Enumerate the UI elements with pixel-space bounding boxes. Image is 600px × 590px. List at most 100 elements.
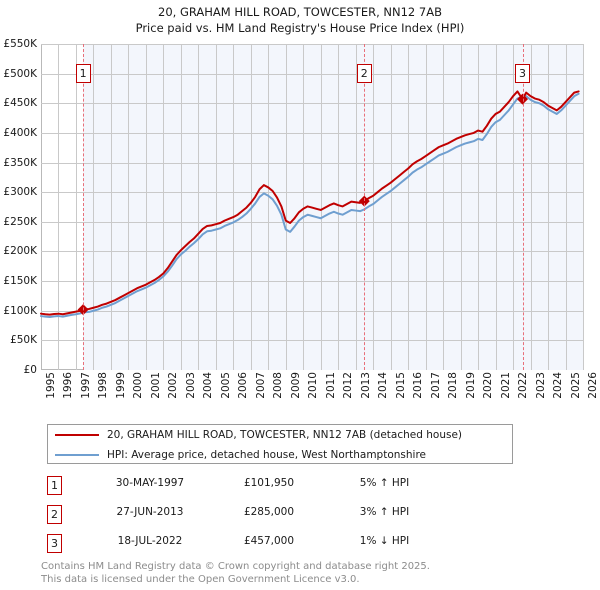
gridline	[41, 222, 583, 223]
x-axis-tick-label: 2008	[272, 372, 285, 399]
transaction-date: 27-JUN-2013	[116, 506, 184, 518]
x-axis-tick-label: 1996	[62, 372, 75, 399]
x-axis-tick-label: 2024	[552, 372, 565, 399]
footer-attribution: Contains HM Land Registry data © Crown c…	[41, 561, 581, 586]
x-axis-tick-label: 2009	[289, 372, 302, 399]
transaction-price: £457,000	[243, 535, 295, 547]
gridline	[233, 44, 234, 370]
x-axis-tick-label: 2003	[184, 372, 197, 399]
gridline	[58, 44, 59, 370]
y-axis-tick-label: £150K	[3, 275, 37, 288]
gridline	[163, 44, 164, 370]
gridline	[41, 192, 583, 193]
gridline	[303, 44, 304, 370]
chart-title-block: 20, GRAHAM HILL ROAD, TOWCESTER, NN12 7A…	[0, 4, 600, 36]
marker-badge-3[interactable]: 3	[515, 64, 530, 83]
transaction-hpi-delta: 3% ↑ HPI	[359, 506, 410, 518]
y-axis-tick-label: £50K	[10, 334, 37, 347]
x-axis-tick-label: 2004	[202, 372, 215, 399]
x-axis-tick-label: 2005	[219, 372, 232, 399]
transaction-hpi-delta: 5% ↑ HPI	[359, 477, 410, 489]
gridline	[41, 133, 583, 134]
transaction-hpi-delta: 1% ↓ HPI	[359, 535, 410, 547]
x-axis-ticks: 1995 1996 1997 1998 1999 2000 2001 2002 2003 2004…	[41, 372, 599, 414]
x-axis-tick-label: 2019	[464, 372, 477, 399]
gridline	[181, 44, 182, 370]
page-subtitle: Price paid vs. HM Land Registry's House …	[135, 21, 465, 35]
x-axis-tick-label: 1997	[79, 372, 92, 399]
gridline	[391, 44, 392, 370]
y-axis-tick-label: £350K	[3, 156, 37, 169]
marker-vertical-line	[83, 44, 85, 370]
gridline	[496, 44, 497, 370]
gridline	[41, 340, 583, 341]
gridline	[41, 44, 583, 45]
legend-swatch-property	[55, 434, 99, 436]
gridline	[128, 44, 129, 370]
x-axis-tick-label: 2001	[149, 372, 162, 399]
footer-line-1: Contains HM Land Registry data © Crown c…	[41, 561, 430, 572]
gridline	[41, 311, 583, 312]
legend-label-hpi: HPI: Average price, detached house, West…	[107, 449, 426, 461]
gridline	[461, 44, 462, 370]
gridline	[76, 44, 77, 370]
x-axis-tick-label: 2017	[429, 372, 442, 399]
marker-badge-2[interactable]: 2	[356, 64, 372, 83]
x-axis-tick-label: 2021	[499, 372, 512, 399]
gridline	[548, 44, 549, 370]
y-axis-tick-label: £450K	[3, 97, 37, 110]
transaction-row[interactable]: 2 27-JUN-2013 £285,000 3% ↑ HPI	[47, 505, 547, 529]
gridline	[111, 44, 112, 370]
x-axis-tick-label: 2015	[394, 372, 407, 399]
transaction-price: £285,000	[243, 506, 295, 518]
transaction-row[interactable]: 3 18-JUL-2022 £457,000 1% ↓ HPI	[47, 534, 547, 558]
y-axis-tick-label: £300K	[3, 186, 37, 199]
gridline	[41, 74, 583, 75]
chart-plot-area	[40, 44, 584, 370]
gridline	[583, 44, 584, 370]
transaction-date: 18-JUL-2022	[117, 535, 183, 547]
page-title: 20, GRAHAM HILL ROAD, TOWCESTER, NN12 7A…	[158, 5, 442, 19]
gridline	[426, 44, 427, 370]
legend-swatch-hpi	[55, 454, 99, 456]
transaction-date: 30-MAY-1997	[115, 477, 185, 489]
gridline	[373, 44, 374, 370]
gridline	[198, 44, 199, 370]
gridline	[443, 44, 444, 370]
y-axis-tick-label: £400K	[3, 126, 37, 139]
gridline	[408, 44, 409, 370]
y-axis-tick-label: £250K	[3, 215, 37, 228]
gridline	[41, 163, 583, 164]
x-axis-tick-label: 2025	[569, 372, 582, 399]
x-axis-tick-label: 1998	[97, 372, 110, 399]
gridline	[268, 44, 269, 370]
transaction-row[interactable]: 1 30-MAY-1997 £101,950 5% ↑ HPI	[47, 476, 547, 500]
legend-item-hpi: HPI: Average price, detached house, West…	[48, 445, 512, 465]
gridline	[321, 44, 322, 370]
gridline	[531, 44, 532, 370]
gridline	[513, 44, 514, 370]
transaction-index-badge: 3	[47, 534, 62, 553]
legend-label-property: 20, GRAHAM HILL ROAD, TOWCESTER, NN12 7A…	[107, 429, 462, 441]
x-axis-tick-label: 2000	[132, 372, 145, 399]
x-axis-tick-label: 2006	[237, 372, 250, 399]
transaction-price: £101,950	[243, 477, 295, 489]
marker-badge-1[interactable]: 1	[75, 64, 91, 83]
footer-line-2: This data is licensed under the Open Gov…	[41, 573, 360, 585]
gridline	[41, 103, 583, 104]
gridline	[478, 44, 479, 370]
x-axis-tick-label: 2014	[377, 372, 390, 399]
marker-vertical-line	[522, 44, 524, 370]
y-axis-tick-label: £200K	[3, 245, 37, 258]
y-axis-tick-label: £0	[23, 364, 37, 376]
gridline	[566, 44, 567, 370]
y-axis-ticks: £0 £50K £100K £150K £200K £250K £300K £350K £400…	[0, 38, 41, 376]
x-axis-tick-label: 2023	[534, 372, 547, 399]
x-axis-tick-label: 2007	[254, 372, 267, 399]
transaction-index-badge: 2	[47, 505, 62, 524]
x-axis-tick-label: 2020	[482, 372, 495, 399]
x-axis-tick-label: 2018	[447, 372, 460, 399]
gridline	[41, 281, 583, 282]
gridline	[146, 44, 147, 370]
x-axis-tick-label: 2011	[324, 372, 337, 399]
